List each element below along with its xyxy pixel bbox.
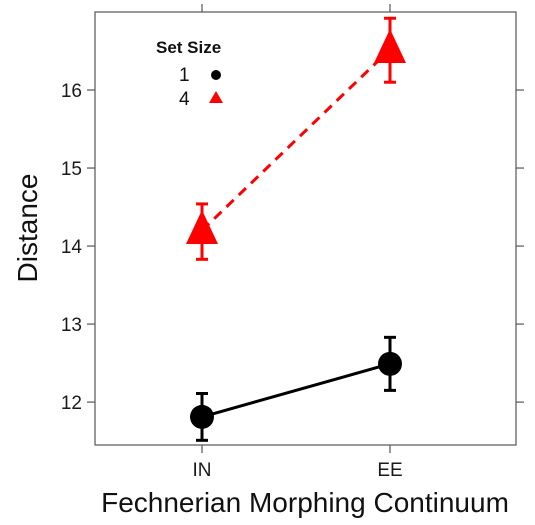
legend-marker-circle bbox=[211, 70, 221, 80]
y-tick-label-13: 13 bbox=[61, 315, 82, 336]
legend-label-series-4: 4 bbox=[179, 89, 190, 110]
y-tick-label-16: 16 bbox=[61, 81, 82, 102]
plot-frame bbox=[94, 11, 517, 446]
y-tick-label-15: 15 bbox=[61, 159, 82, 180]
legend-label-series-1: 1 bbox=[179, 65, 190, 86]
legend-marker-triangle bbox=[209, 91, 223, 103]
y-tick-label-14: 14 bbox=[61, 237, 83, 258]
x-tick-label-EE: EE bbox=[377, 460, 402, 481]
data-point-1-IN bbox=[190, 404, 214, 429]
series-4 bbox=[186, 16, 406, 261]
data-point-4-IN bbox=[186, 210, 218, 245]
legend: Set Size 1 4 bbox=[156, 38, 223, 110]
series-line-1 bbox=[201, 362, 391, 419]
legend-title: Set Size bbox=[156, 38, 221, 57]
data-point-4-EE bbox=[374, 29, 406, 64]
y-tick-label-12: 12 bbox=[61, 393, 82, 414]
series-layer bbox=[186, 16, 406, 442]
series-1 bbox=[190, 335, 402, 442]
series-line-4 bbox=[200, 48, 392, 232]
data-point-1-EE bbox=[378, 351, 402, 376]
x-tick-label-IN: IN bbox=[193, 460, 212, 481]
x-axis-title: Fechnerian Morphing Continuum bbox=[101, 487, 509, 518]
y-axis-title: Distance bbox=[12, 174, 43, 283]
